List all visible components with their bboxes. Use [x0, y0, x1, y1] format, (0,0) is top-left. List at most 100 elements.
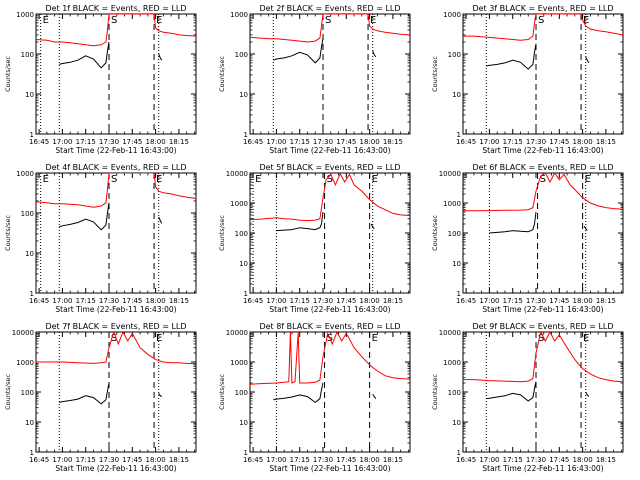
series-events-line — [583, 225, 588, 231]
x-axis-label: Start Time (22-Feb-11 16:43:00) — [269, 464, 390, 473]
y-tick-label: 100 — [448, 51, 461, 59]
marker-label: E — [156, 333, 162, 344]
y-tick-label: 10 — [25, 91, 34, 99]
x-axis-label: Start Time (22-Feb-11 16:43:00) — [482, 305, 603, 314]
y-tick-label: 1 — [244, 131, 248, 139]
marker-label: E — [370, 15, 376, 26]
panel-title: Det 4f BLACK = Events, RED = LLD — [45, 163, 186, 172]
plot-frame — [462, 13, 624, 135]
marker-label: S — [111, 174, 117, 185]
series-events-line — [489, 211, 537, 234]
x-tick-label: 17:30 — [313, 297, 333, 305]
x-tick-label: 17:15 — [503, 297, 523, 305]
x-tick-label: 18:15 — [169, 138, 189, 146]
marker-label: E — [372, 174, 378, 185]
series-events-line — [273, 38, 324, 64]
x-tick-label: 17:45 — [122, 138, 142, 146]
y-tick-label: 10 — [25, 419, 34, 427]
x-axis-label: Start Time (22-Feb-11 16:43:00) — [482, 146, 603, 155]
series-events-line — [585, 56, 590, 64]
series-events-line — [370, 223, 375, 229]
y-tick-label: 1000 — [230, 200, 248, 208]
plot-frame — [462, 331, 624, 453]
x-tick-label: 18:15 — [596, 138, 616, 146]
x-tick-label: 18:15 — [596, 297, 616, 305]
x-tick-label: 16:45 — [456, 456, 476, 464]
y-tick-label: 100 — [235, 51, 248, 59]
plot-frame — [35, 172, 197, 294]
x-tick-label: 17:15 — [76, 138, 96, 146]
y-tick-label: 1000 — [16, 11, 34, 19]
series-events-line — [59, 202, 110, 231]
y-tick-label: 1000 — [16, 170, 34, 178]
panel-title: Det 9f BLACK = Events, RED = LLD — [472, 322, 613, 331]
series-lld-line — [463, 332, 623, 383]
series-lld-line — [250, 14, 410, 43]
series-events-line — [59, 41, 110, 69]
series-events-line — [158, 53, 163, 61]
marker-label: E — [43, 15, 49, 26]
y-tick-label: 10 — [452, 260, 461, 268]
y-tick-label: 1 — [30, 131, 34, 139]
x-axis-label: Start Time (22-Feb-11 16:43:00) — [55, 146, 176, 155]
panel-title: Det 1f BLACK = Events, RED = LLD — [45, 4, 186, 13]
y-tick-label: 1 — [457, 290, 461, 298]
y-tick-label: 10000 — [12, 329, 34, 337]
marker-label: S — [538, 15, 544, 26]
x-tick-label: 17:00 — [479, 456, 499, 464]
x-tick-label: 17:30 — [99, 138, 119, 146]
x-tick-label: 17:15 — [503, 138, 523, 146]
series-lld-line — [463, 173, 623, 212]
panel-det-6: Det 6f BLACK = Events, RED = LLD 1 10 100 10… — [431, 163, 624, 314]
x-axis-label: Start Time (22-Feb-11 16:43:00) — [55, 464, 176, 473]
panel-det-4: Det 4f BLACK = Events, RED = LLD 1 10 100 10… — [4, 163, 197, 314]
plot-frame — [35, 331, 197, 453]
x-tick-label: 17:45 — [122, 297, 142, 305]
y-tick-label: 10000 — [226, 329, 248, 337]
x-tick-label: 17:30 — [526, 138, 546, 146]
series-events-line — [486, 381, 537, 402]
series-events-line — [273, 382, 324, 404]
marker-label: S — [540, 174, 546, 185]
x-tick-label: 17:45 — [336, 138, 356, 146]
marker-label: S — [538, 333, 544, 344]
x-tick-label: 16:45 — [29, 456, 49, 464]
series-events-line — [276, 211, 324, 232]
y-tick-label: 1 — [30, 290, 34, 298]
marker-label: E — [585, 174, 591, 185]
x-tick-label: 17:00 — [479, 297, 499, 305]
x-tick-label: 17:00 — [266, 297, 286, 305]
x-tick-label: 17:30 — [526, 297, 546, 305]
y-tick-label: 10 — [239, 419, 248, 427]
y-axis-label: Counts/sec — [431, 56, 439, 92]
x-tick-label: 18:15 — [169, 456, 189, 464]
x-tick-label: 18:00 — [360, 297, 380, 305]
x-tick-label: 17:30 — [313, 456, 333, 464]
x-tick-label: 17:30 — [526, 456, 546, 464]
y-tick-label: 10000 — [226, 170, 248, 178]
x-tick-label: 17:15 — [76, 297, 96, 305]
marker-label: E — [43, 174, 49, 185]
panel-title: Det 8f BLACK = Events, RED = LLD — [259, 322, 400, 331]
plot-frame — [35, 13, 197, 135]
series-lld-line — [36, 14, 196, 47]
series-lld-line — [250, 173, 410, 222]
x-tick-label: 17:15 — [503, 456, 523, 464]
panel-det-7: Det 7f BLACK = Events, RED = LLD 1 10 100 10… — [4, 322, 197, 473]
x-tick-label: 16:45 — [243, 138, 263, 146]
y-tick-label: 100 — [448, 230, 461, 238]
marker-label: E — [156, 15, 162, 26]
y-tick-label: 100 — [21, 389, 34, 397]
series-lld-line — [36, 332, 196, 365]
x-tick-label: 18:15 — [596, 456, 616, 464]
x-tick-label: 17:45 — [549, 138, 569, 146]
y-tick-label: 100 — [235, 389, 248, 397]
series-events-line — [59, 382, 110, 405]
x-tick-label: 18:00 — [573, 138, 593, 146]
x-tick-label: 17:00 — [52, 138, 72, 146]
series-events-line — [158, 216, 163, 224]
y-tick-label: 100 — [448, 389, 461, 397]
x-tick-label: 16:45 — [456, 138, 476, 146]
x-axis-label: Start Time (22-Feb-11 16:43:00) — [55, 305, 176, 314]
